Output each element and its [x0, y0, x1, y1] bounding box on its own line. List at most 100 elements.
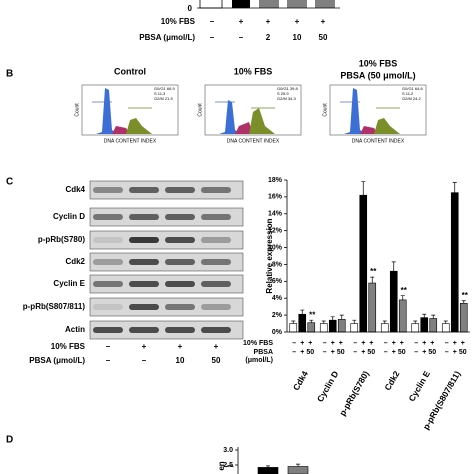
band: [93, 214, 123, 220]
bar: [368, 282, 377, 333]
y-axis-label: ): [225, 464, 234, 467]
band: [165, 281, 195, 287]
row-cell: +: [339, 340, 343, 347]
row-label: 10% FBS: [243, 340, 273, 347]
band: [201, 214, 231, 220]
band: [201, 304, 231, 310]
band: [129, 237, 159, 243]
error-bar: [352, 319, 357, 324]
row-cell: –: [323, 349, 327, 356]
y-tick-label: 0: [188, 4, 193, 13]
y-tick-label: 0%: [272, 329, 283, 336]
blot-label: p-pRb(S780): [38, 235, 85, 244]
bar: [350, 323, 359, 333]
s-phase: [112, 126, 130, 134]
y-tick-label: 8%: [272, 261, 283, 268]
row-cell: –: [445, 340, 449, 347]
row-cell: +: [430, 340, 434, 347]
row-label: 10% FBS: [161, 17, 196, 26]
row-label: PBSA (μmol/L): [29, 356, 85, 365]
g2-peak: [126, 118, 152, 134]
error-bar: [291, 320, 296, 324]
row-cell: –: [353, 349, 357, 356]
row-cell: +: [369, 340, 373, 347]
band: [129, 187, 159, 193]
x-axis-label: DNA CONTENT INDEX: [352, 138, 405, 144]
row-cell: +: [331, 340, 335, 347]
bar: [287, 466, 309, 474]
row-cell: –: [210, 33, 215, 42]
y-tick-label: 2%: [272, 312, 283, 319]
y-tick-label: 16%: [268, 194, 283, 201]
plot-stat: S 25.9: [277, 91, 289, 96]
row-cell: –: [414, 340, 418, 347]
row-cell: –: [142, 356, 147, 365]
bar: [257, 467, 279, 474]
g1-peak: [96, 88, 118, 134]
band: [165, 214, 195, 220]
row-cell: –: [239, 33, 244, 42]
plot-title: 10% FBS: [359, 58, 398, 68]
band: [93, 237, 123, 243]
bar: [380, 323, 389, 333]
error-bar: [266, 465, 270, 468]
panel-label: B: [6, 69, 13, 80]
row-cell: 50: [319, 33, 328, 42]
error-bar: [370, 276, 375, 284]
error-bar: [400, 295, 405, 300]
row-cell: 50: [306, 349, 314, 356]
y-tick-label: 2.5: [223, 462, 233, 469]
bar: [411, 323, 420, 333]
error-bar: [361, 181, 366, 196]
y-tick-label: 12%: [268, 228, 283, 235]
row-cell: +: [453, 349, 457, 356]
error-bar: [422, 313, 427, 318]
error-bar: [309, 319, 314, 323]
bar: [429, 318, 438, 333]
x-tick-label: Cyclin D: [315, 369, 341, 403]
band: [93, 327, 123, 333]
row-cell: +: [453, 340, 457, 347]
plot-frame: [81, 84, 179, 136]
row-cell: 10: [176, 356, 185, 365]
bar: [441, 323, 450, 333]
panel-a-bars: [197, 0, 340, 9]
y-axis-label: en: [217, 461, 226, 470]
blot-label: Cyclin D: [53, 212, 85, 221]
row-cell: +: [422, 340, 426, 347]
error-bar: [461, 300, 466, 304]
s-phase: [235, 122, 253, 134]
bar: [359, 194, 368, 333]
blot-label: p-pRb(S807/811): [23, 302, 86, 311]
row-label: PBSA: [254, 349, 273, 356]
blot-label: Cdk4: [65, 185, 85, 194]
band: [93, 187, 123, 193]
error-bar: [382, 320, 387, 324]
plot-title: 10% FBS: [234, 66, 273, 76]
row-cell: +: [400, 340, 404, 347]
significance: **: [309, 310, 316, 319]
blot-label: Cdk2: [65, 257, 85, 266]
row-cell: –: [323, 340, 327, 347]
band: [165, 327, 195, 333]
row-cell: +: [392, 340, 396, 347]
x-tick-label: Cyclin E: [406, 369, 432, 403]
x-tick-label: p-pRb(S780): [337, 369, 371, 417]
plot-stat: S 11.2: [402, 91, 414, 96]
row-cell: –: [384, 340, 388, 347]
row-cell: +: [300, 340, 304, 347]
bar: [459, 302, 468, 333]
bar: [337, 319, 346, 333]
band: [129, 259, 159, 265]
row-cell: –: [106, 356, 111, 365]
y-axis-label: Count: [197, 103, 203, 117]
x-tick-label: Cdk4: [291, 369, 310, 392]
row-cell: –: [414, 349, 418, 356]
band: [201, 237, 231, 243]
row-cell: 50: [459, 349, 467, 356]
row-cell: –: [353, 340, 357, 347]
significance: **: [462, 291, 469, 300]
row-cell: –: [106, 342, 111, 351]
error-bar: [452, 182, 457, 193]
row-cell: 50: [212, 356, 221, 365]
